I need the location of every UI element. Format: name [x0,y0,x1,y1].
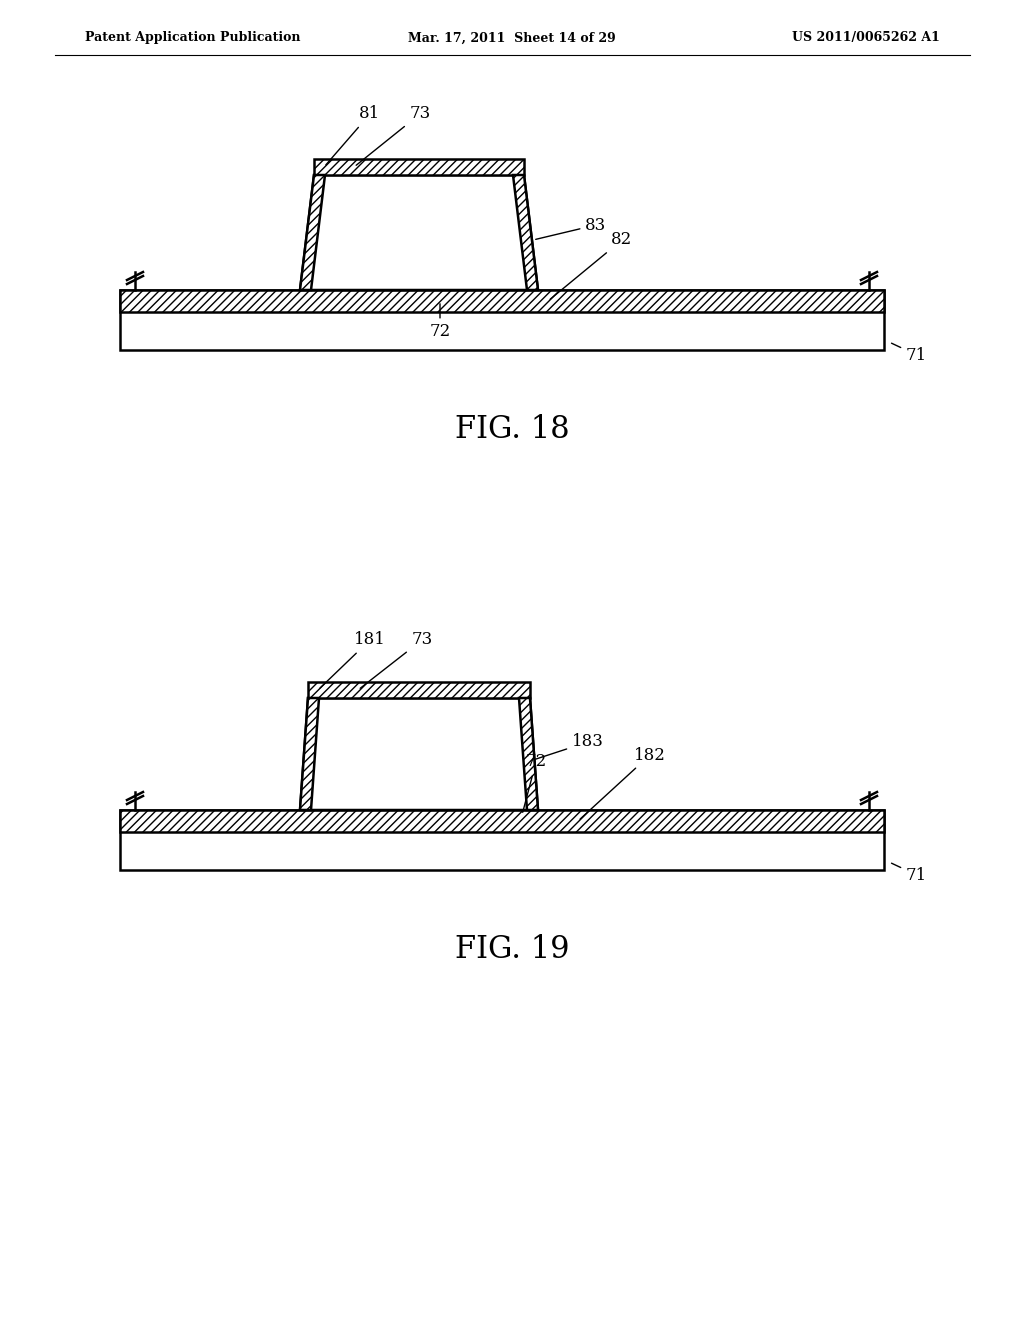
Bar [308,682,530,698]
Text: US 2011/0065262 A1: US 2011/0065262 A1 [793,32,940,45]
Bar [120,810,884,832]
Text: FIG. 18: FIG. 18 [455,414,569,446]
Text: 81: 81 [326,106,381,165]
Polygon shape [513,176,538,290]
Bar [120,290,884,350]
Polygon shape [300,698,319,810]
Text: 73: 73 [360,631,432,688]
Text: FIG. 19: FIG. 19 [455,935,569,965]
Bar [120,810,884,870]
Text: 71: 71 [892,863,928,883]
Polygon shape [300,176,325,290]
Text: 182: 182 [580,747,666,820]
Text: 183: 183 [536,734,604,759]
Text: 181: 181 [321,631,386,688]
Text: 72: 72 [429,304,451,341]
Text: Patent Application Publication: Patent Application Publication [85,32,300,45]
Text: 72: 72 [522,754,547,812]
Text: 71: 71 [892,343,928,363]
Bar [314,158,524,176]
Text: 73: 73 [356,106,431,165]
Text: Mar. 17, 2011  Sheet 14 of 29: Mar. 17, 2011 Sheet 14 of 29 [409,32,615,45]
Text: 83: 83 [536,216,606,239]
Text: 82: 82 [550,231,633,300]
Polygon shape [300,176,538,290]
Bar [120,290,884,312]
Polygon shape [519,698,538,810]
Polygon shape [300,698,538,810]
